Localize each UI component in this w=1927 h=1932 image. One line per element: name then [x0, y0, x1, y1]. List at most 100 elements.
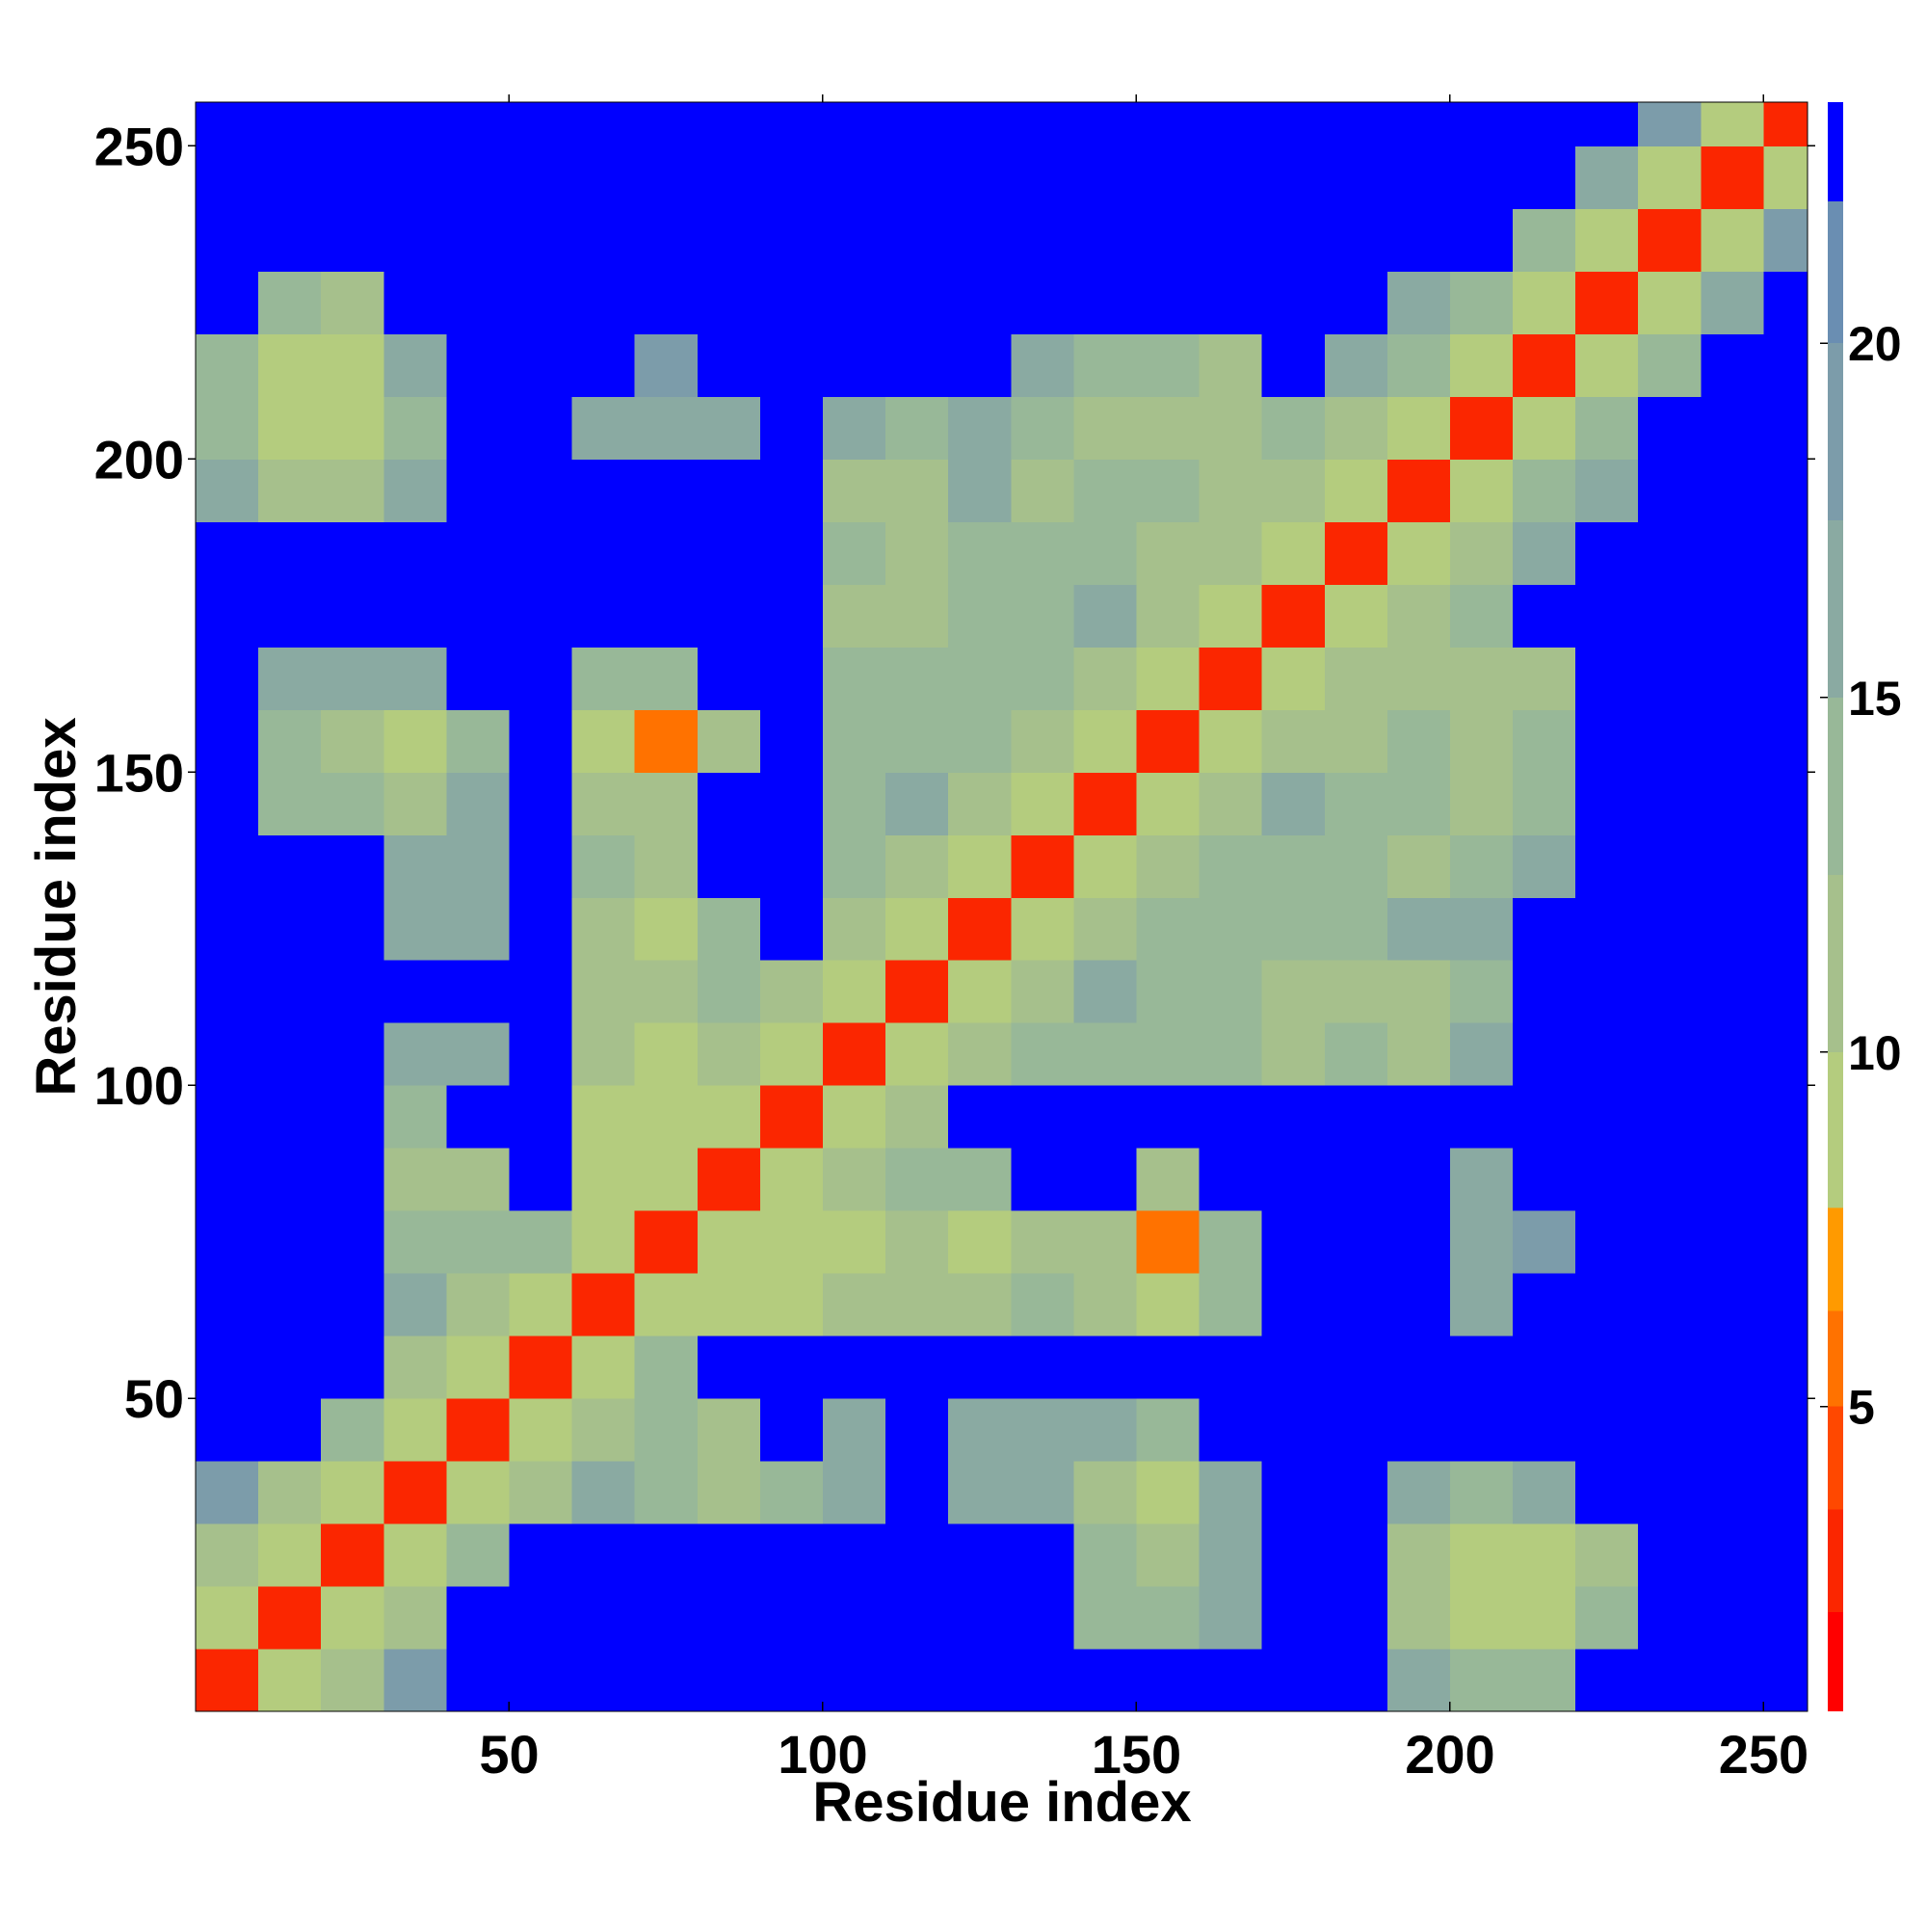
- cell: [1575, 1336, 1639, 1399]
- cell: [196, 102, 259, 146]
- cell: [885, 1085, 949, 1149]
- cell: [1763, 834, 1808, 898]
- cell: [383, 1148, 447, 1211]
- cell: [822, 521, 886, 585]
- cell: [321, 1085, 384, 1149]
- cell: [1449, 584, 1514, 648]
- cell: [446, 1148, 510, 1211]
- cell: [571, 834, 636, 898]
- cell: [321, 1336, 384, 1399]
- cell: [1011, 333, 1074, 397]
- cell: [258, 960, 322, 1023]
- cell: [1763, 1523, 1808, 1587]
- cell: [697, 709, 761, 773]
- cell: [509, 1586, 573, 1650]
- cell: [571, 1210, 636, 1274]
- cell: [196, 772, 259, 835]
- cell: [1386, 1586, 1451, 1650]
- cell: [1136, 1022, 1201, 1086]
- cell: [1199, 1523, 1263, 1587]
- cell: [885, 584, 949, 648]
- cell: [1261, 647, 1326, 710]
- cell: [1638, 897, 1702, 961]
- cell: [1575, 1148, 1639, 1211]
- cell: [446, 647, 510, 710]
- cell: [1575, 834, 1639, 898]
- cell: [1763, 146, 1808, 209]
- cell: [1261, 834, 1326, 898]
- cell: [697, 102, 761, 146]
- cell: [759, 459, 824, 522]
- y-tick-label: 150: [94, 742, 184, 803]
- cell: [258, 102, 322, 146]
- cell: [1638, 271, 1702, 334]
- cell: [1324, 1461, 1388, 1524]
- cell: [1513, 459, 1576, 522]
- cell: [1701, 102, 1764, 146]
- cell: [948, 146, 1012, 209]
- cell: [634, 897, 699, 961]
- cell: [1199, 647, 1263, 710]
- cell: [1763, 271, 1808, 334]
- cell: [196, 1336, 259, 1399]
- cell: [571, 1523, 636, 1587]
- cell: [1073, 271, 1137, 334]
- cell: [1449, 1523, 1514, 1587]
- cell: [1324, 709, 1388, 773]
- cell: [446, 709, 510, 773]
- colorbar: 5 10 15 20: [1820, 102, 1902, 1711]
- cell: [571, 960, 636, 1023]
- cell: [1701, 647, 1764, 710]
- cell: [1575, 1273, 1639, 1337]
- cell: [697, 521, 761, 585]
- cell: [1261, 1586, 1326, 1650]
- cell: [571, 146, 636, 209]
- cell: [1638, 1586, 1702, 1650]
- cell: [1701, 960, 1764, 1023]
- colorbar-band: [1828, 1612, 1843, 1711]
- cell: [1073, 897, 1137, 961]
- cell: [1136, 647, 1201, 710]
- cell: [1011, 1273, 1074, 1337]
- cell: [1011, 1336, 1074, 1399]
- cell: [885, 647, 949, 710]
- cell: [509, 1649, 573, 1712]
- cell: [1701, 834, 1764, 898]
- cell: [634, 1649, 699, 1712]
- cell: [446, 1210, 510, 1274]
- cell: [1449, 897, 1514, 961]
- colorbar-tick-label: 5: [1848, 1381, 1875, 1435]
- cell: [1763, 521, 1808, 585]
- cell: [1073, 709, 1137, 773]
- cell: [1701, 1022, 1764, 1086]
- cell: [1513, 396, 1576, 460]
- colorbar-band: [1828, 1310, 1843, 1407]
- cell: [634, 1085, 699, 1149]
- cell: [1324, 647, 1388, 710]
- cell: [196, 1210, 259, 1274]
- cell: [509, 459, 573, 522]
- cell: [1449, 1649, 1514, 1712]
- cell: [196, 1461, 259, 1524]
- cell: [1261, 396, 1326, 460]
- colorbar-band: [1828, 874, 1843, 1052]
- cell: [1449, 834, 1514, 898]
- cell: [258, 1210, 322, 1274]
- cell: [258, 772, 322, 835]
- cell: [1136, 1336, 1201, 1399]
- cell: [1701, 521, 1764, 585]
- cell: [759, 1273, 824, 1337]
- cell: [759, 102, 824, 146]
- cell: [948, 1336, 1012, 1399]
- cell: [383, 1586, 447, 1650]
- cell: [1073, 146, 1137, 209]
- cell: [759, 1649, 824, 1712]
- cell: [1073, 1022, 1137, 1086]
- cell: [571, 1085, 636, 1149]
- cell: [1136, 772, 1201, 835]
- cell: [321, 1523, 384, 1587]
- cell: [1261, 1210, 1326, 1274]
- cell: [1324, 772, 1388, 835]
- cell: [885, 459, 949, 522]
- x-axis-title: Residue index: [812, 1771, 1191, 1834]
